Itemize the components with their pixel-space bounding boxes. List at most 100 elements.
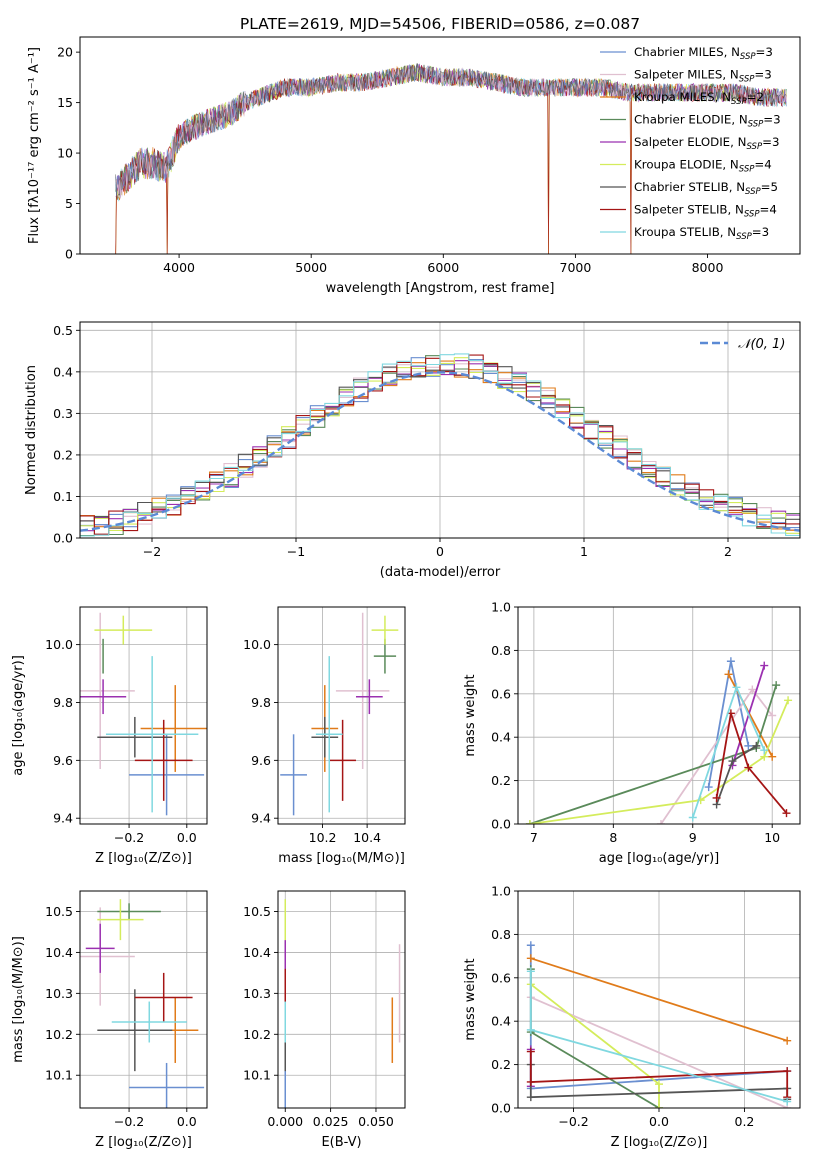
x-tick-label: 4000 [163, 260, 195, 275]
y-tick-label: 10.2 [243, 1027, 271, 1042]
y-tick-label: 0 [65, 247, 73, 262]
legend-subscript: SSP [744, 210, 760, 220]
weight-series-line [530, 983, 660, 1108]
errorbar-point [97, 989, 173, 1072]
y-tick-label: 0.8 [491, 643, 511, 658]
y-tick-label: 0.4 [491, 1014, 511, 1029]
x-tick-label: −0.2 [114, 1114, 144, 1129]
y-tick-label: 9.4 [53, 811, 73, 826]
x-tick-label: −0.2 [558, 1114, 588, 1129]
x-axis-label: E(B-V) [321, 1135, 361, 1150]
y-tick-label: 9.4 [251, 811, 271, 826]
x-tick-label: 8 [609, 830, 617, 845]
errorbar-point [134, 972, 193, 1023]
x-tick-label: −1 [287, 544, 305, 559]
x-tick-label: 0.2 [735, 1114, 755, 1129]
axes-frame [79, 890, 208, 1109]
errorbar-point [94, 615, 153, 645]
y-tick-label: 9.8 [251, 695, 271, 710]
weight-marker [744, 741, 753, 750]
x-tick-label: 7000 [560, 260, 592, 275]
legend-subscript: SSP [745, 187, 761, 197]
y-tick-label: 1.0 [491, 600, 511, 615]
weight-marker [728, 757, 737, 766]
weight-marker [656, 820, 665, 824]
x-axis-label: Z [log₁₀(Z/Z⊙)] [95, 1135, 192, 1150]
y-tick-label: 9.6 [251, 753, 271, 768]
weight-marker [526, 967, 535, 976]
legend-subscript: SSP [748, 120, 764, 130]
x-tick-label: 6000 [427, 260, 459, 275]
y-tick-label: 0.0 [53, 531, 73, 546]
spectrum-line [115, 65, 787, 199]
weight-marker [704, 783, 713, 792]
panel-weight_vs_Z: −0.2 0.0 0.2 0.0 0.2 0.4 0.6 0.8 1.0 Z [log₁₀(Z/Z… [463, 884, 801, 1150]
x-axis-label: Z [log₁₀(Z/Z⊙)] [611, 1135, 708, 1150]
x-tick-label: 7 [530, 830, 538, 845]
y-tick-label: 0.1 [53, 489, 73, 504]
weight-marker [748, 685, 757, 694]
y-tick-label: 0.2 [491, 1057, 511, 1072]
y-tick-label: 0.2 [491, 773, 511, 788]
y-axis-label: Normed distribution [24, 365, 39, 495]
figure-title: PLATE=2619, MJD=54506, FIBERID=0586, z=0… [240, 15, 640, 33]
errorbar-point [140, 685, 207, 772]
weight-marker [784, 696, 793, 705]
axes-frame [277, 890, 406, 1109]
weight-series-line [529, 1051, 789, 1098]
panel-mass_vs_Z: −0.2 0.0 10.1 10.2 10.3 10.4 10.5 Z [log₁₀(Z/Z⊙… [11, 890, 208, 1150]
errorbar-point [335, 612, 390, 770]
panel-age_vs_mass: 10.2 10.4 9.4 9.6 9.8 10.0 mass [log₁₀(M/M⊙)] [243, 606, 406, 866]
weight-marker [724, 670, 733, 679]
weight-marker [760, 746, 769, 755]
weight-marker [726, 657, 735, 666]
y-tick-label: 15 [57, 95, 73, 110]
y-tick-label: 9.8 [53, 695, 73, 710]
errorbar-point [355, 679, 383, 715]
errorbar-point [80, 612, 135, 770]
x-tick-label: 10.2 [309, 830, 337, 845]
x-tick-label: 10 [764, 830, 780, 845]
weight-marker [655, 1104, 663, 1108]
x-tick-label: 9 [689, 830, 697, 845]
y-axis-label: Flux [fλ10⁻¹⁷ erg cm⁻² s⁻¹ A⁻¹] [27, 47, 42, 244]
y-tick-label: 10.5 [45, 904, 73, 919]
plot-area [80, 353, 800, 538]
errorbar-point [85, 923, 115, 973]
axes-frame [79, 606, 208, 825]
legend-nssp: =3 [754, 68, 771, 82]
y-tick-label: 10.4 [45, 945, 73, 960]
weight-marker [760, 661, 769, 670]
panel-weight_vs_age: 7 8 9 10 0.0 0.2 0.4 0.6 0.8 1.0 age [log₁₀(age/yr… [463, 600, 801, 866]
weight-marker [526, 1025, 535, 1034]
y-tick-label: 10 [57, 146, 73, 161]
legend-nssp: =4 [759, 203, 776, 217]
y-tick-label: 0.8 [491, 927, 511, 942]
y-tick-label: 0.0 [491, 1101, 511, 1116]
y-axis-label: age [log₁₀(age/yr)] [11, 655, 26, 776]
panel-residuals: −2 −1 0 1 2 0.0 0.1 0.2 0.3 0.4 0.5 (data-model)/er… [24, 321, 801, 580]
legend-subscript: SSP [739, 75, 755, 85]
y-tick-label: 0.2 [53, 447, 73, 462]
weight-marker [655, 1080, 663, 1089]
y-tick-label: 10.1 [243, 1068, 271, 1083]
y-tick-label: 10.2 [45, 1027, 73, 1042]
weight-marker [752, 741, 761, 750]
y-tick-label: 9.6 [53, 753, 73, 768]
x-tick-label: 0.050 [358, 1114, 394, 1129]
legend-label: Salpeter ELODIE, NSSP=3 [634, 135, 779, 152]
weight-marker [732, 683, 741, 692]
panel-age_vs_Z: −0.2 0.0 9.4 9.6 9.8 10.0 Z [log₁₀(Z/Z⊙)] age [… [11, 606, 208, 866]
axes-frame [277, 606, 406, 825]
legend-label: 𝒩(0, 1) [738, 337, 785, 352]
errorbar-point [315, 656, 343, 813]
errorbar-point [134, 719, 193, 801]
y-tick-label: 20 [57, 45, 73, 60]
errorbar-point [311, 716, 339, 758]
errorbar-point [97, 903, 161, 920]
weight-marker [744, 763, 753, 772]
y-tick-label: 10.3 [45, 986, 73, 1001]
weight-marker [526, 1047, 535, 1056]
errorbar-point [371, 615, 399, 645]
